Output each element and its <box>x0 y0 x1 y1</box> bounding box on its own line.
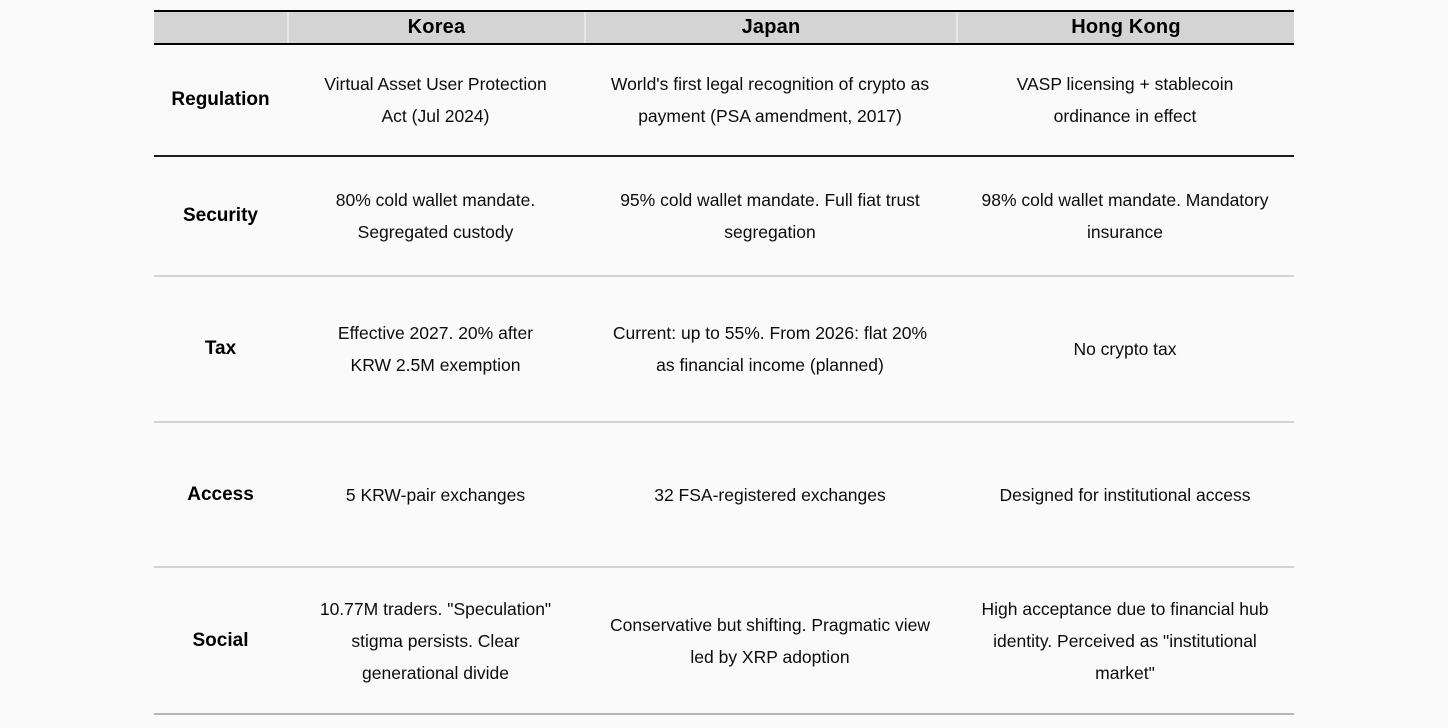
cell-access-japan: 32 FSA-registered exchanges <box>654 484 886 505</box>
cell-regulation-hong-kong: VASP licensing + stablecoin ordinance in… <box>1016 74 1234 126</box>
cell-access-hong-kong: Designed for institutional access <box>999 484 1251 505</box>
column-header-empty <box>154 12 287 43</box>
table-row-social: Social 10.77M traders. "Speculation" sti… <box>154 568 1294 715</box>
cell-security-japan: 95% cold wallet mandate. Full fiat trust… <box>620 190 920 242</box>
cell-tax-korea: Effective 2027. 20% after KRW 2.5M exemp… <box>337 323 534 375</box>
cell-social-korea: 10.77M traders. "Speculation" stigma per… <box>319 598 552 683</box>
cell-tax-japan: Current: up to 55%. From 2026: flat 20% … <box>612 323 928 375</box>
cell-social-hong-kong: High acceptance due to financial hub ide… <box>981 598 1269 683</box>
table-header-row: Korea Japan Hong Kong <box>154 10 1294 45</box>
comparison-table: Korea Japan Hong Kong Regulation Virtual… <box>154 10 1294 715</box>
column-header-korea: Korea <box>287 12 584 43</box>
cell-regulation-korea: Virtual Asset User Protection Act (Jul 2… <box>324 74 547 126</box>
cell-tax-hong-kong: No crypto tax <box>1073 339 1177 359</box>
cell-regulation-japan: World's first legal recognition of crypt… <box>610 74 930 126</box>
table-row-access: Access 5 KRW-pair exchanges 32 FSA-regis… <box>154 423 1294 568</box>
table-row-security: Security 80% cold wallet mandate. Segreg… <box>154 157 1294 277</box>
cell-security-hong-kong: 98% cold wallet mandate. Mandatory insur… <box>981 190 1269 242</box>
table-row-regulation: Regulation Virtual Asset User Protection… <box>154 45 1294 157</box>
table-row-tax: Tax Effective 2027. 20% after KRW 2.5M e… <box>154 277 1294 423</box>
row-label-tax: Tax <box>204 338 237 359</box>
row-label-access: Access <box>187 483 254 505</box>
cell-social-japan: Conservative but shifting. Pragmatic vie… <box>610 614 930 667</box>
column-header-hong-kong: Hong Kong <box>956 12 1294 43</box>
column-header-japan: Japan <box>584 12 956 43</box>
row-label-regulation: Regulation <box>171 89 270 110</box>
row-label-security: Security <box>183 205 258 226</box>
row-label-social: Social <box>192 629 249 651</box>
cell-security-korea: 80% cold wallet mandate. Segregated cust… <box>335 190 536 242</box>
cell-access-korea: 5 KRW-pair exchanges <box>345 484 526 505</box>
